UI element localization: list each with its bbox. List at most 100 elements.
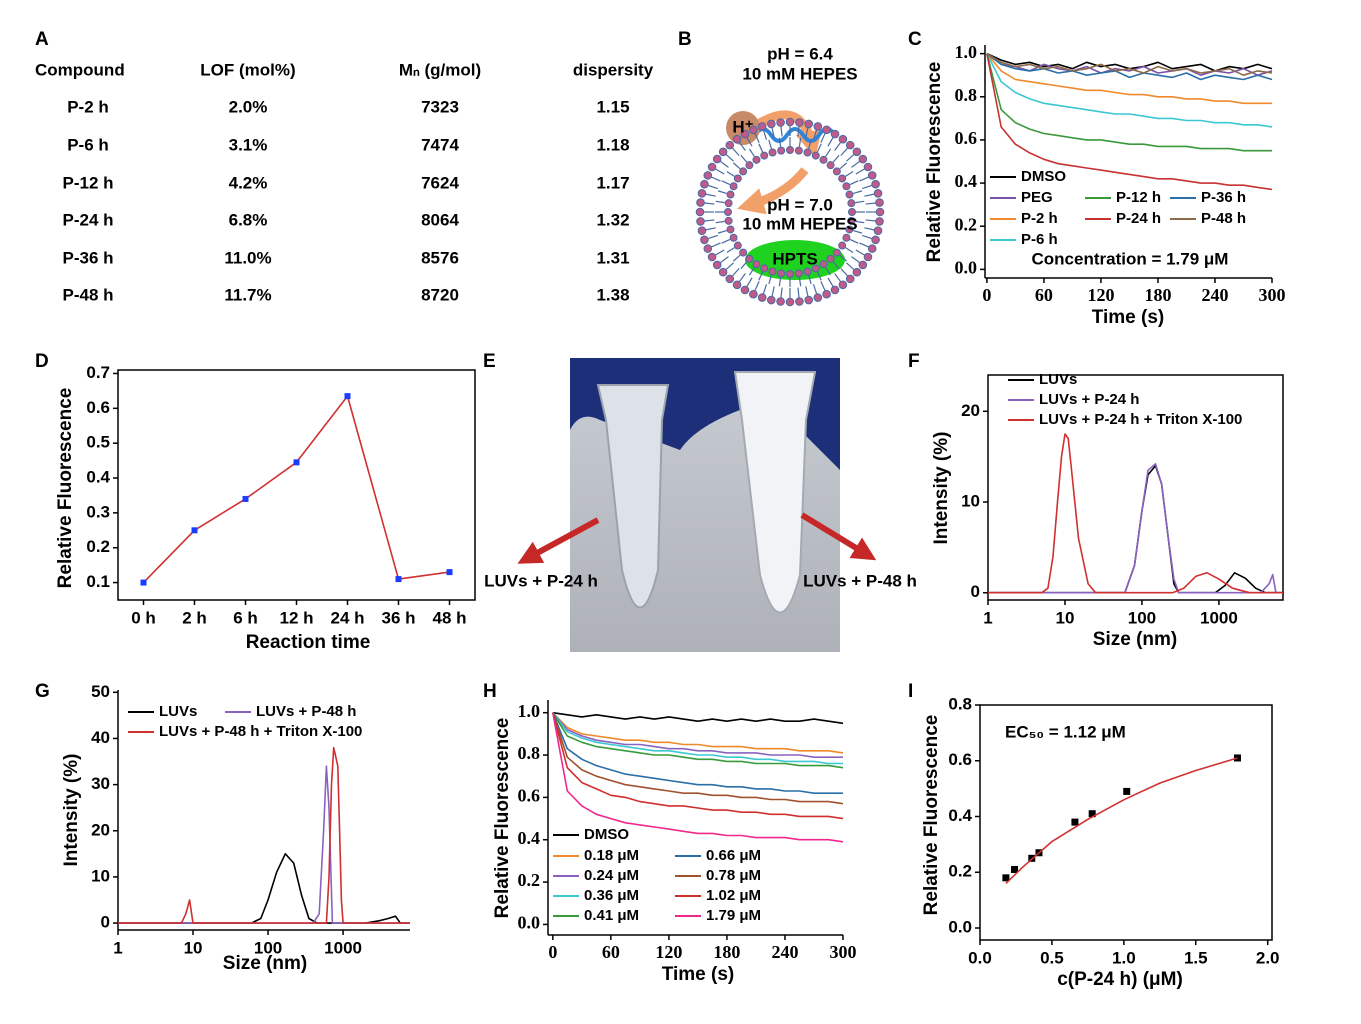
y-tick-label: 0.4: [955, 171, 978, 191]
lipid-tail: [771, 127, 775, 138]
lipid-tail: [740, 154, 748, 163]
lipid-head: [696, 198, 705, 207]
y-tick-label: 0.4: [948, 806, 972, 825]
lipid-head: [871, 235, 880, 245]
lipid-head: [852, 147, 862, 157]
annotation: Concentration = 1.79 μM: [1032, 249, 1229, 268]
legend-label: 0.66 μM: [706, 847, 761, 864]
panel-label: D: [35, 351, 49, 372]
series-line: [988, 433, 1283, 594]
lipid-head: [749, 289, 758, 299]
table-cell: P-2 h: [67, 97, 109, 116]
x-axis-title: Size (nm): [1093, 629, 1177, 650]
series-line: [118, 765, 410, 924]
y-tick-label: 0.2: [86, 537, 110, 556]
y-tick-label: 10: [91, 866, 110, 885]
y-axis-title: Relative Fluorescence: [921, 715, 942, 916]
dye-label: HPTS: [772, 249, 817, 268]
table-cell: 1.38: [596, 285, 629, 304]
x-tick-label: 12 h: [279, 608, 313, 627]
lipid-tail: [705, 227, 716, 231]
y-tick-label: 10: [961, 492, 980, 511]
series-line: [986, 53, 1273, 128]
photo-label: LUVs + P-48 h: [803, 571, 917, 590]
lipid-head: [838, 241, 847, 250]
lipid-tail: [746, 137, 753, 147]
series-line: [552, 711, 844, 725]
x-tick-label: 1: [113, 938, 122, 957]
series-line: [118, 746, 410, 924]
x-axis-title: Reaction time: [246, 632, 371, 653]
x-tick-label: 240: [1201, 285, 1228, 305]
legend-label: 1.02 μM: [706, 887, 761, 904]
x-tick-label: 1000: [1200, 608, 1238, 627]
x-tick-label: 1000: [324, 938, 362, 957]
lipid-tail: [704, 219, 715, 222]
lipid-head: [845, 225, 854, 234]
lipid-head: [858, 154, 868, 164]
table-cell: 1.32: [596, 210, 629, 229]
series-line: [552, 712, 843, 758]
arrow: [517, 517, 600, 564]
lipid-tail: [720, 256, 729, 264]
lipid-head: [804, 295, 814, 305]
x-tick-label: 10: [1056, 608, 1075, 627]
marker: [293, 459, 300, 466]
lipid-head: [871, 179, 880, 189]
lipid-tail: [717, 190, 727, 194]
lipid-head: [845, 190, 854, 199]
lipid-head: [786, 146, 794, 154]
lipid-head: [776, 297, 785, 306]
lipid-head: [740, 129, 750, 139]
lipid-head: [739, 248, 748, 257]
lipid-tail: [711, 176, 721, 182]
lipid-tail: [865, 219, 876, 222]
y-tick-label: 0.6: [86, 398, 110, 417]
table-header: Mₙ (g/mol): [399, 60, 481, 79]
legend-label: PEG: [1021, 189, 1053, 206]
lipid-tail: [732, 254, 741, 262]
table-cell: 1.18: [596, 135, 629, 154]
series-line: [552, 712, 844, 769]
x-tick-label: 100: [254, 938, 282, 957]
lipid-head: [697, 188, 707, 198]
lipid-tail: [855, 168, 865, 175]
lipid-head: [707, 162, 717, 172]
x-tick-label: 2.0: [1256, 948, 1280, 967]
lipid-head: [703, 244, 713, 253]
legend-label: LUVs + P-48 h: [256, 703, 356, 720]
series-line: [986, 52, 1273, 76]
y-tick-label: 0: [101, 913, 110, 932]
series-line: [552, 712, 843, 765]
lipid-tail: [855, 220, 865, 224]
lipid-head: [725, 140, 735, 150]
lipid-head: [832, 167, 841, 176]
lipid-tail: [715, 249, 725, 256]
lipid-head: [745, 254, 754, 263]
table-cell: 1.17: [596, 173, 629, 192]
x-tick-label: 48 h: [432, 608, 466, 627]
table-cell: P-24 h: [62, 210, 113, 229]
lipid-tail: [839, 162, 848, 170]
x-tick-label: 120: [1087, 285, 1114, 305]
series-line: [552, 712, 844, 805]
table-cell: 3.1%: [229, 135, 268, 154]
y-tick-label: 0.0: [518, 913, 541, 933]
lipid-head: [718, 147, 728, 157]
legend-label: DMSO: [1021, 168, 1066, 185]
panel-label: H: [483, 681, 497, 702]
legend-label: P-48 h: [1201, 210, 1246, 227]
arrow: [800, 512, 877, 561]
series-line: [552, 712, 844, 820]
lipid-tail: [846, 154, 855, 162]
y-tick-label: 0.6: [518, 786, 541, 806]
lipid-head: [726, 190, 735, 199]
lipid-head: [811, 264, 820, 273]
lipid-tail: [845, 247, 854, 254]
x-tick-label: 2 h: [182, 608, 207, 627]
legend-label: 1.79 μM: [706, 907, 761, 924]
lipid-tail: [849, 180, 859, 186]
series-line: [986, 53, 1272, 152]
proton-label: H⁺: [732, 117, 753, 136]
y-tick-label: 40: [91, 728, 110, 747]
